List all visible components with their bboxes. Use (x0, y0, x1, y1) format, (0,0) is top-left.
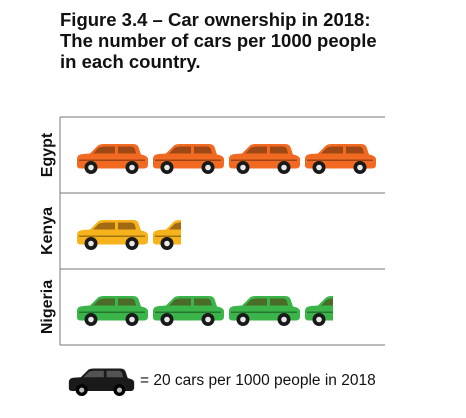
title-line-1: Figure 3.4 – Car ownership in 2018: (60, 9, 371, 30)
car-icon (77, 220, 148, 250)
car-icon (77, 296, 148, 326)
legend-label: = 20 cars per 1000 people in 2018 (140, 372, 376, 389)
car-icon-partial (305, 296, 333, 326)
car-icon (229, 296, 300, 326)
car-icon-partial (153, 220, 181, 250)
car-icon (77, 144, 148, 174)
car-icon (305, 144, 376, 174)
legend-car-icon (68, 368, 135, 397)
category-label-egypt: Egypt (39, 132, 56, 177)
chart-title: Figure 3.4 – Car ownership in 2018: The … (60, 9, 460, 72)
car-icon (153, 144, 224, 174)
category-label-nigeria: Nigeria (39, 280, 56, 334)
category-label-kenya: Kenya (39, 207, 56, 255)
car-icon (153, 296, 224, 326)
title-line-2: The number of cars per 1000 people (60, 30, 377, 51)
title-line-3: in each country. (60, 51, 201, 72)
car-icon (229, 144, 300, 174)
